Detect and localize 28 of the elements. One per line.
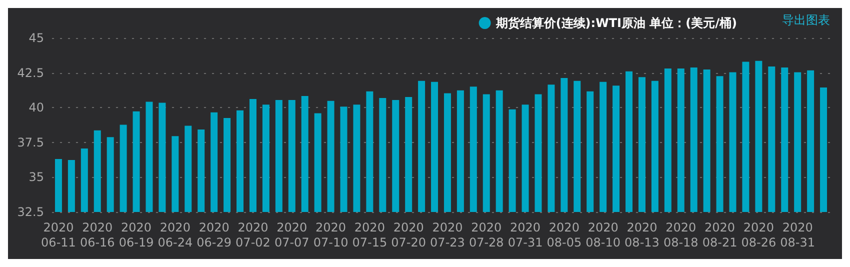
x-tick-label: 2020 07-31 xyxy=(508,220,543,250)
text: 导出图表 xyxy=(782,13,830,27)
x-tick-label: 2020 06-29 xyxy=(196,220,232,250)
x-tick-label: 2020 06-11 xyxy=(41,220,76,250)
x-tick-label: 2020 07-10 xyxy=(313,220,348,250)
x-tick-label: 2020 07-15 xyxy=(352,220,388,250)
x-tick-label: 2020 07-28 xyxy=(468,220,504,250)
x-tick-label: 2020 07-02 xyxy=(236,220,270,250)
x-tick-label: 2020 07-07 xyxy=(274,220,310,250)
y-tick-label: 45 xyxy=(28,31,44,45)
x-tick-label: 2020 08-05 xyxy=(546,220,582,250)
x-tick-label: 2020 08-13 xyxy=(624,220,660,250)
x-tick-label: 2020 07-23 xyxy=(430,220,465,250)
x-tick-label: 2020 08-18 xyxy=(663,220,698,250)
y-tick-label: 40 xyxy=(28,100,44,115)
x-tick-label: 2020 08-31 xyxy=(780,220,816,250)
x-tick-label: 2020 06-24 xyxy=(158,220,193,250)
x-tick-label: 2020 06-16 xyxy=(80,220,115,250)
y-tick-label: 37.5 xyxy=(17,135,44,150)
y-tick-label: 35 xyxy=(28,170,44,184)
y-tick-label: 32.5 xyxy=(17,205,44,219)
x-tick-label: 2020 08-21 xyxy=(702,220,738,250)
x-tick-label: 2020 08-10 xyxy=(586,220,621,250)
x-tick-label: 2020 07-20 xyxy=(391,220,426,250)
x-tick-label: 2020 08-26 xyxy=(741,220,776,250)
x-tick-label: 2020 06-19 xyxy=(118,220,154,250)
y-tick-label: 42.5 xyxy=(17,66,44,80)
legend-label: 期货结算价(连续):WTI原油 单位：(美元/桶) xyxy=(494,16,738,30)
